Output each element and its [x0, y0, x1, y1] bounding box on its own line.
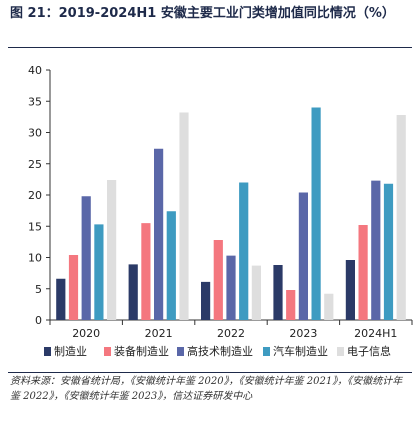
- source-note: 资料来源：安徽省统计局，《安徽统计年鉴 2020》，《安徽统计年鉴 2021》，…: [10, 376, 403, 402]
- bar: [166, 211, 176, 320]
- y-axis: 0 5 10 15 20 25 30 35 40: [28, 64, 51, 327]
- bars: [56, 107, 406, 321]
- legend-swatch: [263, 347, 270, 356]
- legend-swatch: [177, 347, 184, 356]
- y-tick-label: 10: [28, 252, 42, 265]
- bar: [371, 180, 381, 321]
- legend-swatch: [337, 347, 344, 356]
- bar: [107, 180, 117, 320]
- x-tick-label: 2020: [72, 327, 100, 340]
- title-divider: [8, 47, 412, 48]
- bar: [358, 225, 368, 320]
- y-tick-label: 35: [28, 95, 42, 108]
- bar: [311, 107, 321, 320]
- bar: [324, 293, 334, 320]
- x-axis: 2020 2021 2022 2023 2024H1: [49, 319, 413, 340]
- bar: [213, 240, 223, 320]
- x-tick-label: 2024H1: [354, 327, 397, 340]
- bar: [345, 260, 355, 320]
- bar: [226, 255, 236, 321]
- bar: [239, 182, 249, 320]
- x-tick-label: 2021: [145, 327, 173, 340]
- legend-label: 装备制造业: [114, 344, 169, 358]
- bar: [383, 183, 394, 320]
- x-tick-label: 2023: [289, 327, 317, 340]
- y-tick-label: 20: [28, 189, 42, 202]
- legend-label: 汽车制造业: [273, 344, 328, 358]
- x-ticks: 2020 2021 2022 2023 2024H1: [49, 320, 413, 340]
- bar: [298, 192, 308, 320]
- legend-swatch: [44, 347, 51, 356]
- legend-label: 高技术制造业: [187, 344, 253, 358]
- source-divider: [8, 372, 412, 373]
- y-tick-label: 40: [28, 64, 42, 77]
- bar: [251, 265, 261, 321]
- legend-swatch: [104, 347, 111, 356]
- legend-label: 制造业: [54, 344, 87, 358]
- bar: [154, 148, 164, 320]
- bar: [94, 224, 104, 321]
- y-tick-label: 5: [35, 283, 42, 296]
- bar: [179, 112, 189, 320]
- chart-title: 图 21：2019-2024H1 安徽主要工业门类增加值同比情况（%）: [10, 6, 395, 21]
- bar: [201, 281, 211, 321]
- bar: [56, 278, 66, 320]
- bar: [286, 290, 296, 320]
- y-tick-label: 0: [35, 314, 42, 327]
- bar: [396, 115, 406, 320]
- y-tick-label: 25: [28, 158, 42, 171]
- bar: [128, 264, 138, 321]
- y-tick-label: 15: [28, 220, 42, 233]
- bar: [68, 255, 79, 320]
- y-tick-label: 30: [28, 127, 42, 140]
- legend: 制造业 装备制造业 高技术制造业 汽车制造业 电子信息: [44, 344, 391, 358]
- x-tick-label: 2022: [217, 327, 245, 340]
- bar: [141, 223, 151, 321]
- bar: [81, 196, 91, 320]
- bar: [273, 265, 283, 320]
- legend-label: 电子信息: [347, 344, 391, 358]
- y-ticks: 0 5 10 15 20 25 30 35 40: [28, 64, 50, 327]
